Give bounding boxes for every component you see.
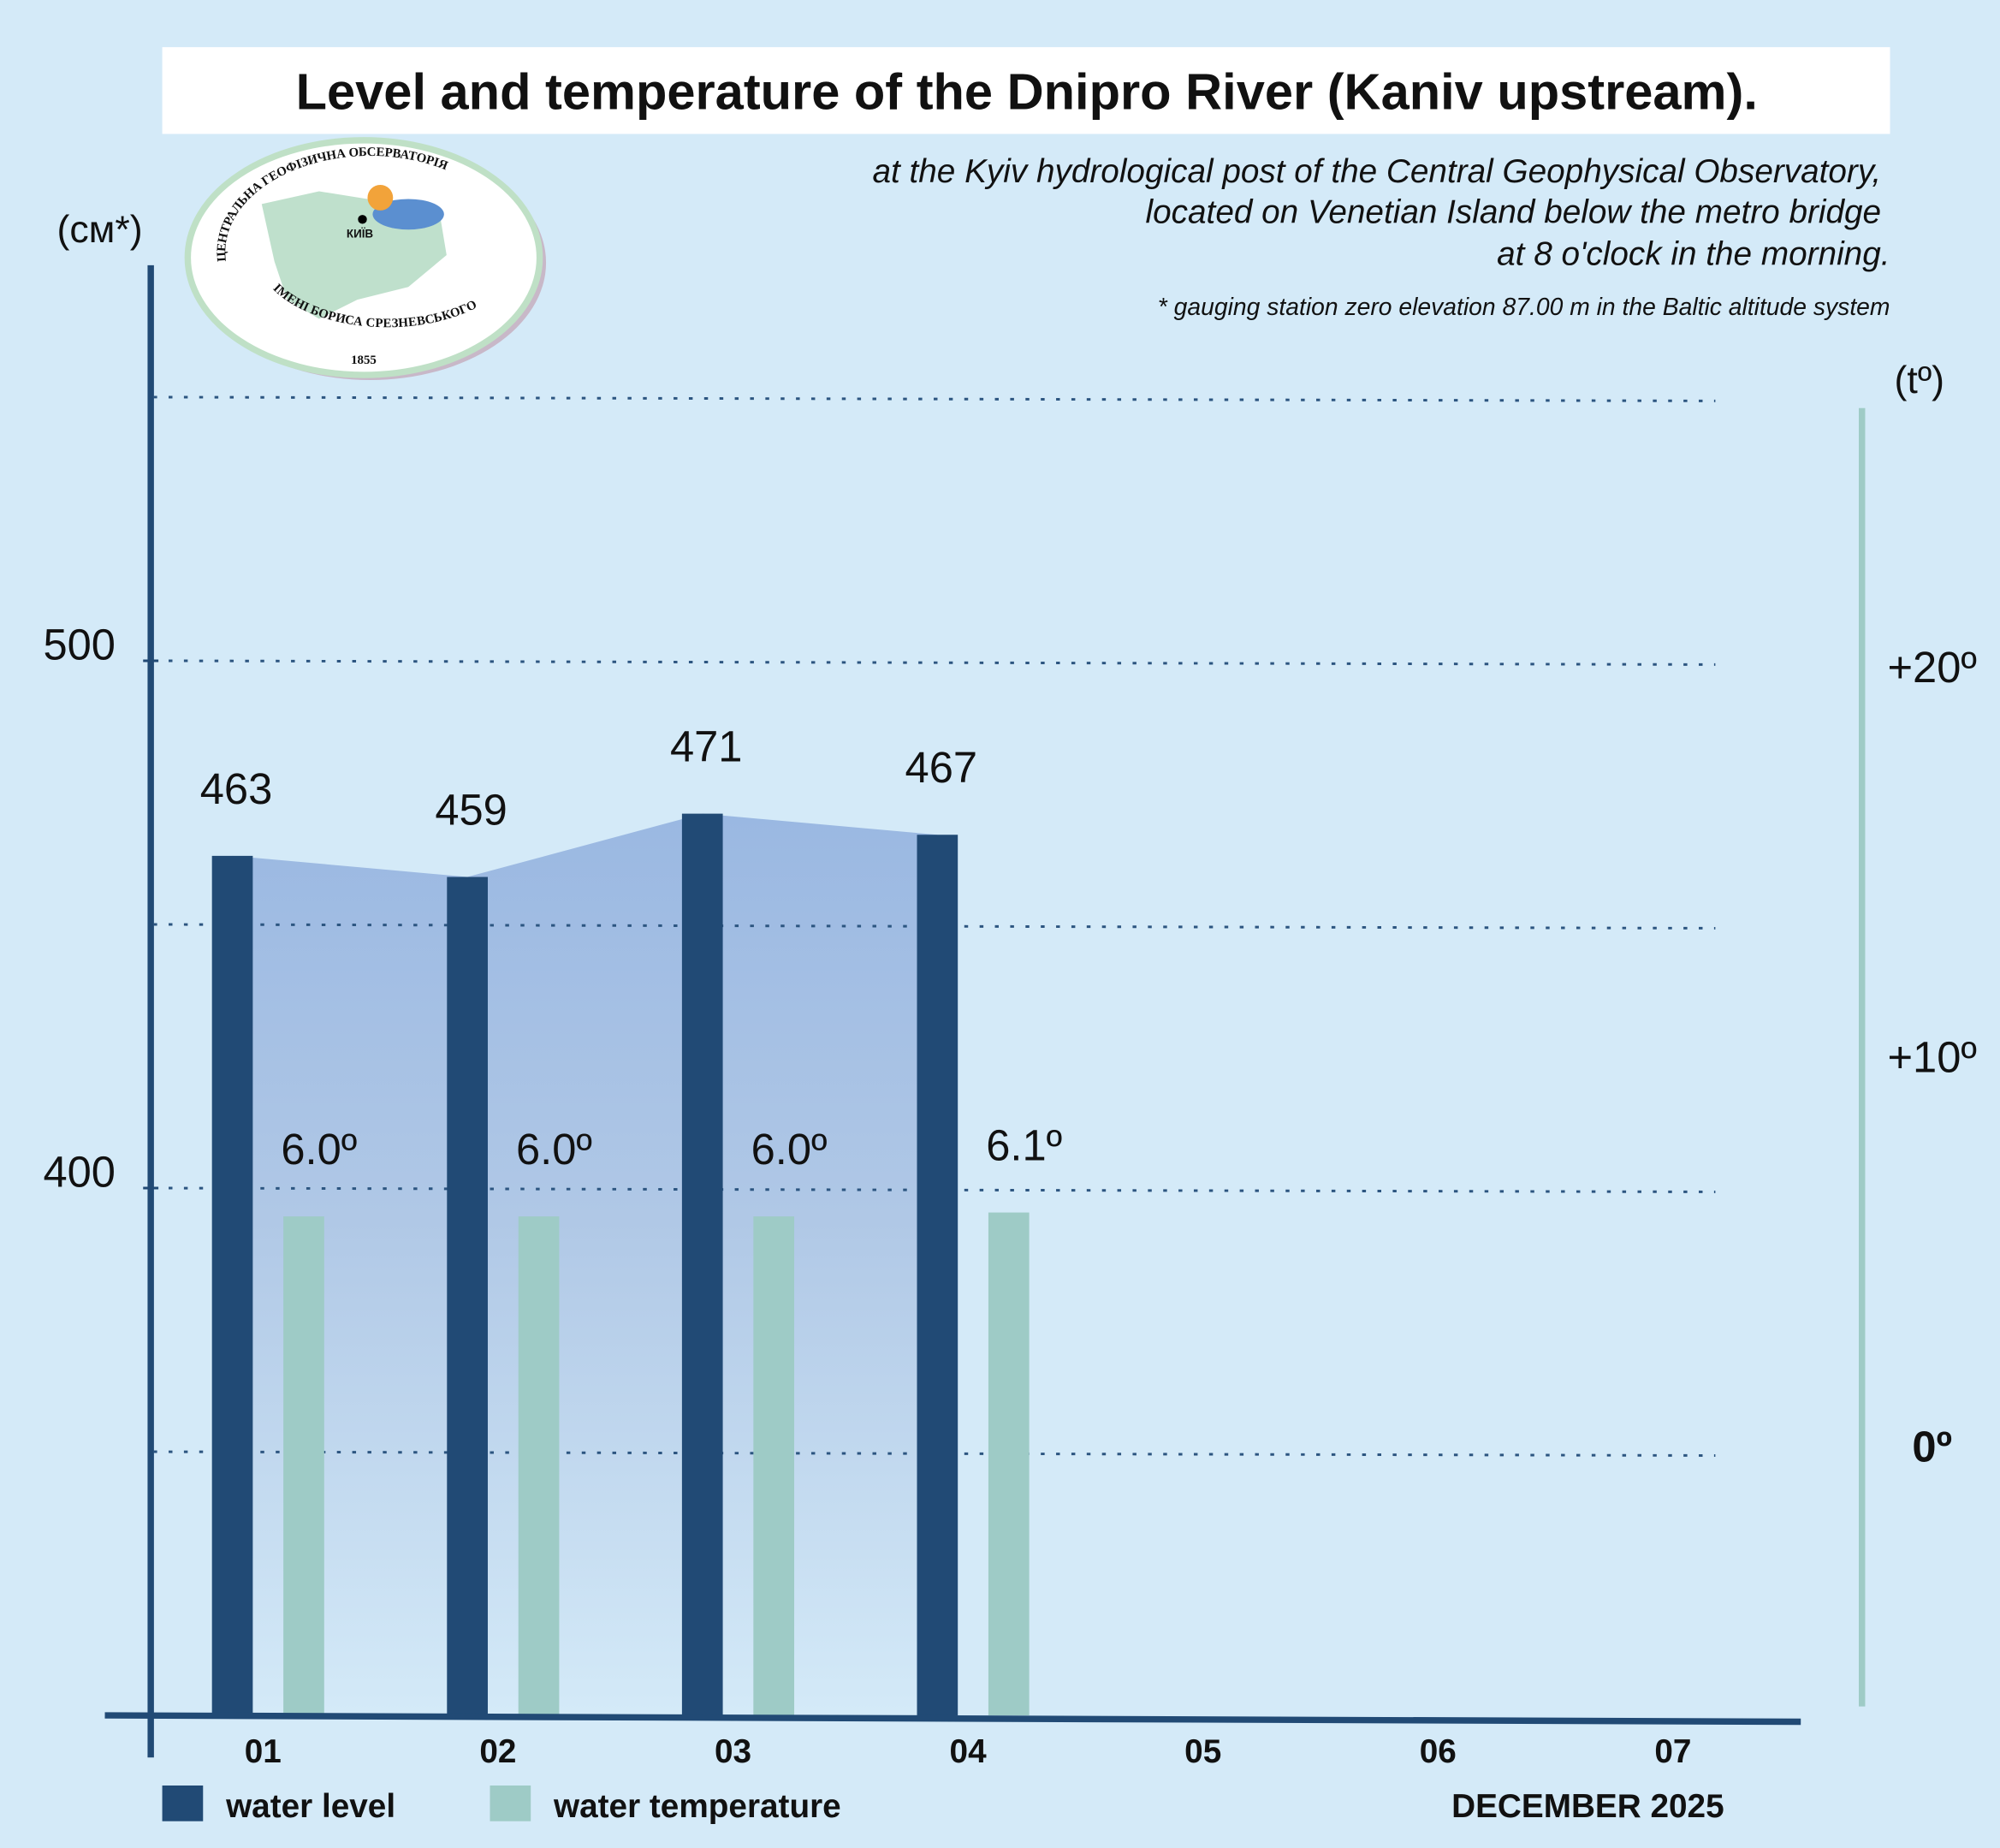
temperature-value-label: 6.0º bbox=[516, 1125, 592, 1174]
x-axis-label: DECEMBER 2025 bbox=[1451, 1788, 1724, 1825]
y2-tick-label: 0º bbox=[1912, 1423, 1952, 1471]
subtitle: located on Venetian Island below the met… bbox=[1146, 194, 1882, 231]
logo-sun bbox=[367, 185, 394, 211]
logo-cloud bbox=[372, 199, 444, 230]
x-axis bbox=[104, 1712, 1801, 1726]
legend-label: water temperature bbox=[553, 1788, 841, 1825]
level-area bbox=[232, 813, 938, 1716]
legend-swatch bbox=[490, 1785, 531, 1821]
temperature-value-label: 6.0º bbox=[281, 1125, 357, 1174]
y2-axis-label: (tº) bbox=[1895, 359, 1945, 401]
x-tick-label: 01 bbox=[245, 1733, 282, 1770]
temperature-bar bbox=[283, 1216, 324, 1716]
x-tick-label: 04 bbox=[950, 1733, 988, 1770]
y-tick-label: 500 bbox=[43, 620, 116, 668]
logo-year: 1855 bbox=[351, 354, 377, 367]
x-tick-label: 05 bbox=[1184, 1733, 1221, 1770]
level-bar bbox=[447, 876, 488, 1716]
logo-city: КИЇВ bbox=[347, 228, 373, 241]
logo: ЦЕНТРАЛЬНА ГЕОФІЗИЧНА ОБСЕРВАТОРІЯ ІМЕНІ… bbox=[184, 137, 547, 381]
y2-tick-label: +10º bbox=[1887, 1032, 1976, 1081]
level-bar bbox=[211, 855, 253, 1716]
legend-label: water level bbox=[225, 1788, 395, 1825]
y-tick-label: 400 bbox=[43, 1147, 116, 1196]
level-value-label: 471 bbox=[670, 722, 743, 770]
title-box bbox=[162, 47, 1890, 134]
x-tick-label: 02 bbox=[479, 1733, 516, 1770]
grid-line bbox=[153, 659, 1716, 666]
temperature-bar bbox=[988, 1212, 1030, 1716]
temperature-bar bbox=[753, 1216, 795, 1716]
chart-title: Level and temperature of the Dnipro Rive… bbox=[296, 62, 1758, 120]
level-bar bbox=[681, 813, 723, 1716]
footnote: * gauging station zero elevation 87.00 m… bbox=[1158, 293, 1890, 320]
subtitle: at 8 o'clock in the morning. bbox=[1497, 236, 1890, 273]
x-tick-label: 07 bbox=[1654, 1733, 1691, 1770]
legend-swatch bbox=[162, 1785, 204, 1821]
level-value-label: 463 bbox=[200, 764, 273, 813]
y2-tick-label: +20º bbox=[1887, 643, 1976, 692]
grid-line bbox=[153, 395, 1716, 402]
level-bar bbox=[917, 835, 958, 1716]
level-value-label: 467 bbox=[905, 743, 978, 792]
y-axis-label: (см*) bbox=[56, 209, 142, 251]
level-value-label: 459 bbox=[435, 785, 507, 834]
temperature-bar bbox=[518, 1216, 560, 1716]
temperature-value-label: 6.0º bbox=[751, 1125, 828, 1174]
x-tick-label: 03 bbox=[715, 1733, 751, 1770]
subtitle: at the Kyiv hydrological post of the Cen… bbox=[872, 153, 1881, 190]
temperature-value-label: 6.1º bbox=[986, 1120, 1062, 1169]
x-tick-label: 06 bbox=[1420, 1733, 1457, 1770]
logo-dot bbox=[358, 215, 367, 224]
